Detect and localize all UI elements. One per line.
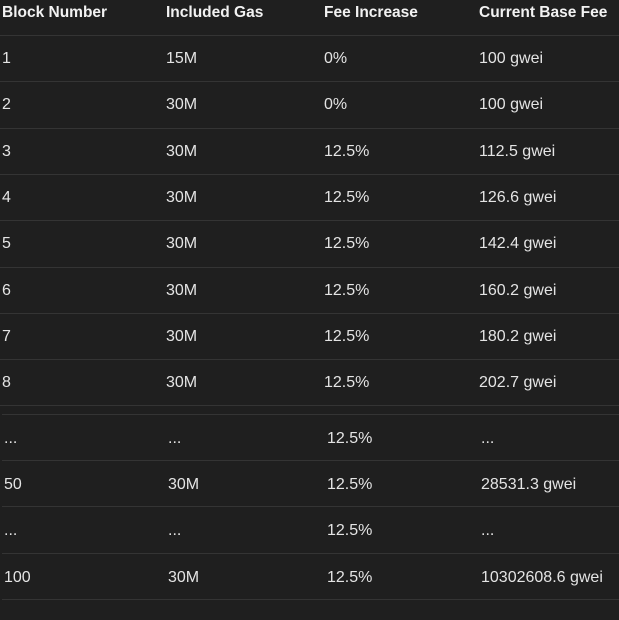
cell-block-number: 8 xyxy=(2,374,11,392)
table-row: 7 30M 12.5% 180.2 gwei xyxy=(0,312,619,360)
cell-fee-increase: 12.5% xyxy=(327,568,373,586)
cell-base-fee: ... xyxy=(481,430,495,447)
cell-block-number: 50 xyxy=(4,476,22,494)
cell-included-gas: ... xyxy=(168,522,182,540)
cell-base-fee: 160.2 gwei xyxy=(479,281,557,299)
table-row: 50 30M 12.5% 28531.3 gwei xyxy=(2,460,619,507)
cell-base-fee: 180.2 gwei xyxy=(479,327,557,345)
cell-included-gas: 30M xyxy=(166,374,198,392)
table-row: 1 15M 0% 100 gwei xyxy=(0,35,619,82)
cell-included-gas: 30M xyxy=(166,142,198,160)
cell-fee-increase: 12.5% xyxy=(327,476,373,494)
cell-fee-increase: 0% xyxy=(324,50,348,67)
table-row: 2 30M 0% 100 gwei xyxy=(0,81,619,128)
table-row: 8 30M 12.5% 202.7 gwei xyxy=(0,359,619,406)
cell-fee-increase: 12.5% xyxy=(327,522,373,540)
table-row: 3 30M 12.5% 112.5 gwei xyxy=(0,127,619,175)
table-row: 100 30M 12.5% 10302608.6 gwei xyxy=(2,552,619,600)
table-row: 5 30M 12.5% 142.4 gwei xyxy=(0,220,619,267)
cell-block-number: 100 xyxy=(4,568,31,586)
cell-included-gas: 30M xyxy=(166,281,198,299)
table-divider xyxy=(2,598,619,600)
cell-block-number: 4 xyxy=(2,188,11,206)
cell-included-gas: 30M xyxy=(166,327,198,345)
table-row: ...... 12.5%... xyxy=(2,414,619,461)
header-current-base-fee: Current Base Fee xyxy=(479,4,608,21)
cell-fee-increase: 12.5% xyxy=(324,142,370,160)
cell-fee-increase: 12.5% xyxy=(324,188,370,206)
cell-included-gas: 30M xyxy=(166,235,198,253)
cell-base-fee: 10302608.6 gwei xyxy=(481,568,603,586)
cell-included-gas: 15M xyxy=(166,50,198,67)
header-block-number: Block Number xyxy=(2,4,108,21)
cell-included-gas: 30M xyxy=(166,96,198,114)
cell-block-number: 7 xyxy=(2,327,11,345)
table-row: ...... 12.5%... xyxy=(2,506,619,553)
cell-fee-increase: 0% xyxy=(324,96,348,114)
cell-base-fee: 202.7 gwei xyxy=(479,374,557,392)
cell-base-fee: 100 gwei xyxy=(479,50,544,67)
cell-block-number: ... xyxy=(4,430,18,447)
cell-included-gas: 30M xyxy=(168,568,200,586)
header-fee-increase: Fee Increase xyxy=(324,4,418,21)
table-row: 4 30M 12.5% 126.6 gwei xyxy=(0,173,619,221)
cell-block-number: 2 xyxy=(2,96,11,114)
cell-base-fee: 100 gwei xyxy=(479,96,544,114)
cell-fee-increase: 12.5% xyxy=(324,374,370,392)
cell-base-fee: 112.5 gwei xyxy=(479,142,556,160)
cell-block-number: 6 xyxy=(2,281,11,299)
cell-fee-increase: 12.5% xyxy=(324,235,370,253)
cell-included-gas: 30M xyxy=(168,476,200,494)
base-fee-table: Block Number Included Gas Fee Increase C… xyxy=(0,0,619,600)
cell-block-number: 3 xyxy=(2,142,11,160)
cell-included-gas: 30M xyxy=(166,188,198,206)
cell-block-number: ... xyxy=(4,522,18,540)
cell-base-fee: ... xyxy=(481,522,495,540)
cell-fee-increase: 12.5% xyxy=(327,430,373,447)
cell-fee-increase: 12.5% xyxy=(324,327,370,345)
cell-included-gas: ... xyxy=(168,430,182,447)
table-row: 6 30M 12.5% 160.2 gwei xyxy=(0,266,619,314)
cell-base-fee: 142.4 gwei xyxy=(479,235,557,253)
cell-block-number: 1 xyxy=(2,50,11,67)
header-included-gas: Included Gas xyxy=(166,4,264,21)
cell-block-number: 5 xyxy=(2,235,11,253)
cell-base-fee: 126.6 gwei xyxy=(479,188,557,206)
cell-base-fee: 28531.3 gwei xyxy=(481,476,577,494)
table-header: Block Number Included Gas Fee Increase C… xyxy=(0,0,619,34)
table-divider xyxy=(0,405,619,407)
cell-fee-increase: 12.5% xyxy=(324,281,370,299)
